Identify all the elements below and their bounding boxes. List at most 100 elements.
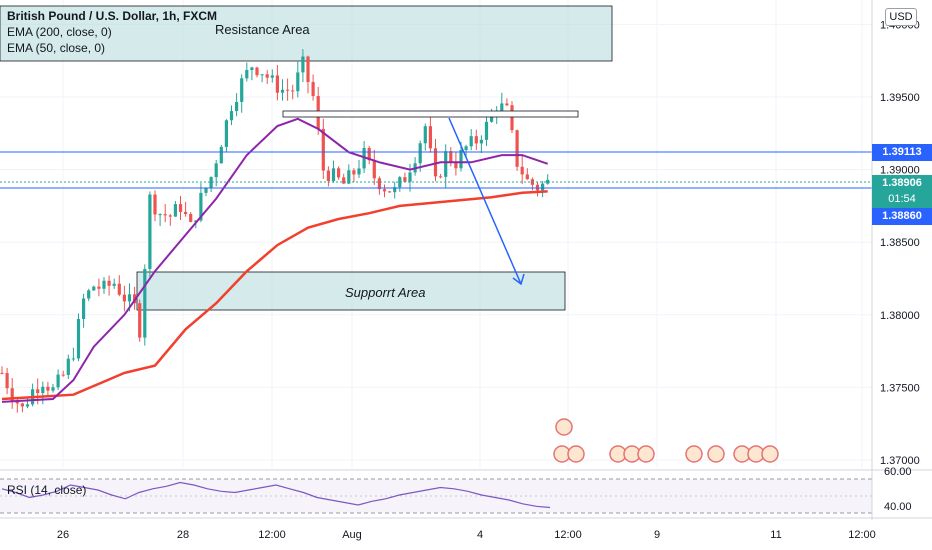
blue-line-price-label: 1.39113 (872, 144, 932, 161)
y-tick-label: 1.39000 (880, 165, 920, 177)
support-zone (136, 271, 566, 311)
economic-events (553, 418, 779, 463)
candle-body (331, 168, 336, 182)
candle-body (143, 268, 147, 338)
rsi-tick-label: 40.00 (884, 501, 912, 513)
candles (0, 49, 550, 413)
candle-body (51, 387, 55, 391)
candle-body (76, 318, 81, 359)
candle-body (444, 151, 448, 177)
candle-body (189, 213, 193, 222)
candle-body (459, 150, 463, 169)
candle-body (382, 189, 387, 192)
projection-arrow (448, 117, 522, 285)
candle-body (153, 194, 157, 215)
candle-body (541, 183, 545, 191)
candle-body (163, 214, 167, 216)
candle-body (388, 191, 392, 193)
rsi-legend[interactable]: RSI (14, close) (7, 483, 87, 497)
candle-body (214, 163, 218, 178)
rsi-line (1, 481, 551, 509)
drawings (282, 110, 579, 286)
candle-body (479, 139, 483, 144)
candle-body (255, 67, 259, 76)
candle-body (398, 177, 402, 188)
legend: British Pound / U.S. Dollar, 1h, FXCM EM… (7, 8, 217, 56)
candle-body (184, 211, 188, 214)
candle-body (102, 280, 106, 289)
candle-body (286, 89, 290, 91)
candle-body (449, 151, 453, 163)
ema-lines (1, 117, 549, 403)
candle-body (56, 374, 60, 388)
candle-body (194, 220, 198, 222)
currency-button[interactable]: USD (885, 8, 917, 26)
candle-body (250, 67, 254, 70)
candle-body (235, 101, 239, 112)
ema50-legend[interactable]: EMA (50, close, 0) (7, 41, 106, 55)
event-flag-icon (555, 418, 573, 436)
candle-body (46, 386, 50, 391)
candle-body (464, 146, 468, 151)
candle-body (296, 72, 300, 92)
candle-body (337, 168, 341, 178)
candle-body (393, 187, 397, 193)
candle-body (280, 89, 285, 93)
rsi-tick-label: 60.00 (884, 466, 912, 478)
candle-body (41, 386, 45, 394)
candle-body (372, 160, 376, 179)
candle-body (423, 126, 427, 144)
candle-body (15, 402, 19, 404)
candle-body (112, 283, 116, 286)
candle-body (173, 204, 177, 217)
candle-body (178, 204, 183, 212)
candle-body (71, 358, 75, 360)
candle-body (275, 75, 279, 93)
candle-body (148, 194, 152, 269)
candle-body (265, 74, 269, 78)
x-tick-label: 11 (770, 529, 781, 541)
candle-body (403, 177, 407, 182)
event-flag-icon (637, 445, 655, 463)
last-price-label: 1.38906 (872, 175, 932, 192)
candle-body (260, 74, 264, 76)
candle-body (10, 388, 14, 403)
annotation-zones (0, 5, 613, 311)
ema50-line (1, 117, 549, 403)
candle-body (25, 404, 30, 407)
event-flag-icon (707, 445, 725, 463)
ema200-legend[interactable]: EMA (200, close, 0) (7, 25, 112, 39)
x-tick-label: Aug (342, 529, 362, 541)
candle-body (122, 294, 126, 302)
rsi-pane (0, 478, 872, 514)
symbol-title: British Pound / U.S. Dollar, 1h, FXCM (7, 9, 218, 23)
candle-body (82, 298, 86, 319)
candle-body (439, 176, 443, 178)
candle-body (357, 168, 361, 175)
support-line-price-label: 1.38860 (872, 208, 932, 225)
candle-body (127, 294, 132, 302)
ema200-line (1, 190, 548, 401)
horizontal-lines (0, 151, 872, 189)
x-tick-label: 9 (654, 529, 660, 541)
projection-arrowhead (512, 273, 525, 286)
candle-body (20, 403, 24, 407)
support-label: Supporrt Area (345, 285, 426, 300)
candle-body (510, 105, 514, 131)
resistance-zone (0, 5, 613, 62)
candle-body (168, 215, 172, 217)
x-tick-label: 12:00 (554, 529, 582, 541)
candle-body (117, 283, 121, 295)
candle-body (199, 192, 203, 221)
candle-body (66, 358, 70, 375)
candle-body (97, 286, 101, 289)
candle-body (61, 374, 65, 376)
event-flag-icon (761, 445, 779, 463)
candle-body (469, 136, 473, 147)
candle-body (209, 177, 213, 188)
candle-body (87, 290, 91, 299)
candle-body (525, 174, 529, 180)
y-tick-label: 1.37000 (880, 455, 920, 467)
x-tick-label: 28 (177, 529, 189, 541)
